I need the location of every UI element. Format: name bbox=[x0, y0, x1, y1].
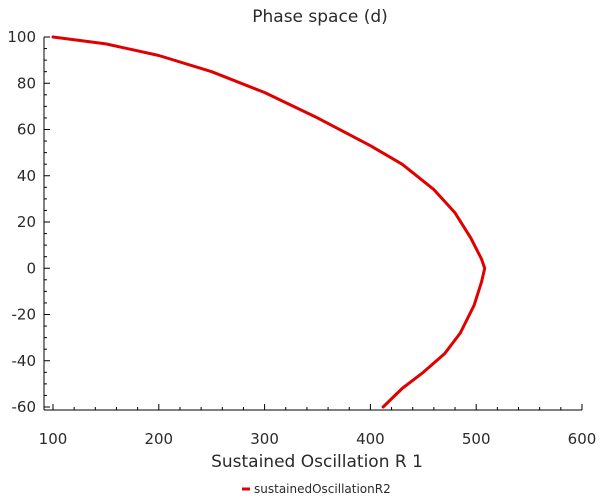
data-point bbox=[459, 331, 462, 335]
data-point bbox=[453, 211, 457, 214]
data-point bbox=[469, 237, 473, 240]
legend-label: sustainedOscillationR2 bbox=[254, 482, 391, 496]
y-axis-ticks: -60 -40 -20 0 20 40 60 80 100 bbox=[7, 28, 50, 416]
x-tick-label: 300 bbox=[250, 430, 279, 448]
y-tick-label: -60 bbox=[12, 398, 37, 416]
x-tick-label: 400 bbox=[356, 430, 385, 448]
legend: sustainedOscillationR2 bbox=[242, 482, 391, 496]
data-point bbox=[480, 257, 483, 261]
x-tick-label: 500 bbox=[462, 430, 491, 448]
data-point bbox=[210, 70, 213, 73]
data-point bbox=[472, 304, 476, 307]
y-tick-label: 60 bbox=[17, 121, 36, 139]
y-tick-label: 100 bbox=[7, 28, 36, 46]
data-point bbox=[316, 116, 319, 120]
x-tick-label: 600 bbox=[568, 430, 597, 448]
data-point bbox=[400, 163, 404, 166]
data-point bbox=[443, 352, 446, 355]
y-tick-label: 0 bbox=[26, 259, 36, 277]
y-tick-label: 40 bbox=[17, 167, 36, 185]
data-point bbox=[104, 42, 108, 46]
y-tick-label: 20 bbox=[17, 213, 36, 231]
x-axis-ticks: 100 200 300 400 500 600 bbox=[39, 404, 597, 448]
data-point bbox=[400, 387, 404, 390]
data-point bbox=[157, 54, 160, 57]
data-point bbox=[263, 91, 266, 94]
y-tick-label: 80 bbox=[17, 74, 36, 92]
y-tick-label: -20 bbox=[12, 306, 37, 324]
series-layer bbox=[51, 35, 487, 409]
data-point bbox=[432, 188, 436, 191]
data-point bbox=[480, 280, 483, 284]
x-axis-title: Sustained Oscillation R 1 bbox=[211, 452, 423, 472]
chart-title: Phase space (d) bbox=[252, 7, 388, 27]
data-point bbox=[51, 35, 55, 39]
x-tick-label: 200 bbox=[144, 430, 173, 448]
series-line bbox=[51, 35, 487, 409]
y-tick-label: -40 bbox=[12, 352, 37, 370]
data-point bbox=[422, 371, 425, 374]
data-point bbox=[369, 144, 372, 147]
data-point bbox=[381, 405, 385, 409]
data-point bbox=[483, 267, 486, 270]
x-tick-label: 100 bbox=[39, 430, 68, 448]
